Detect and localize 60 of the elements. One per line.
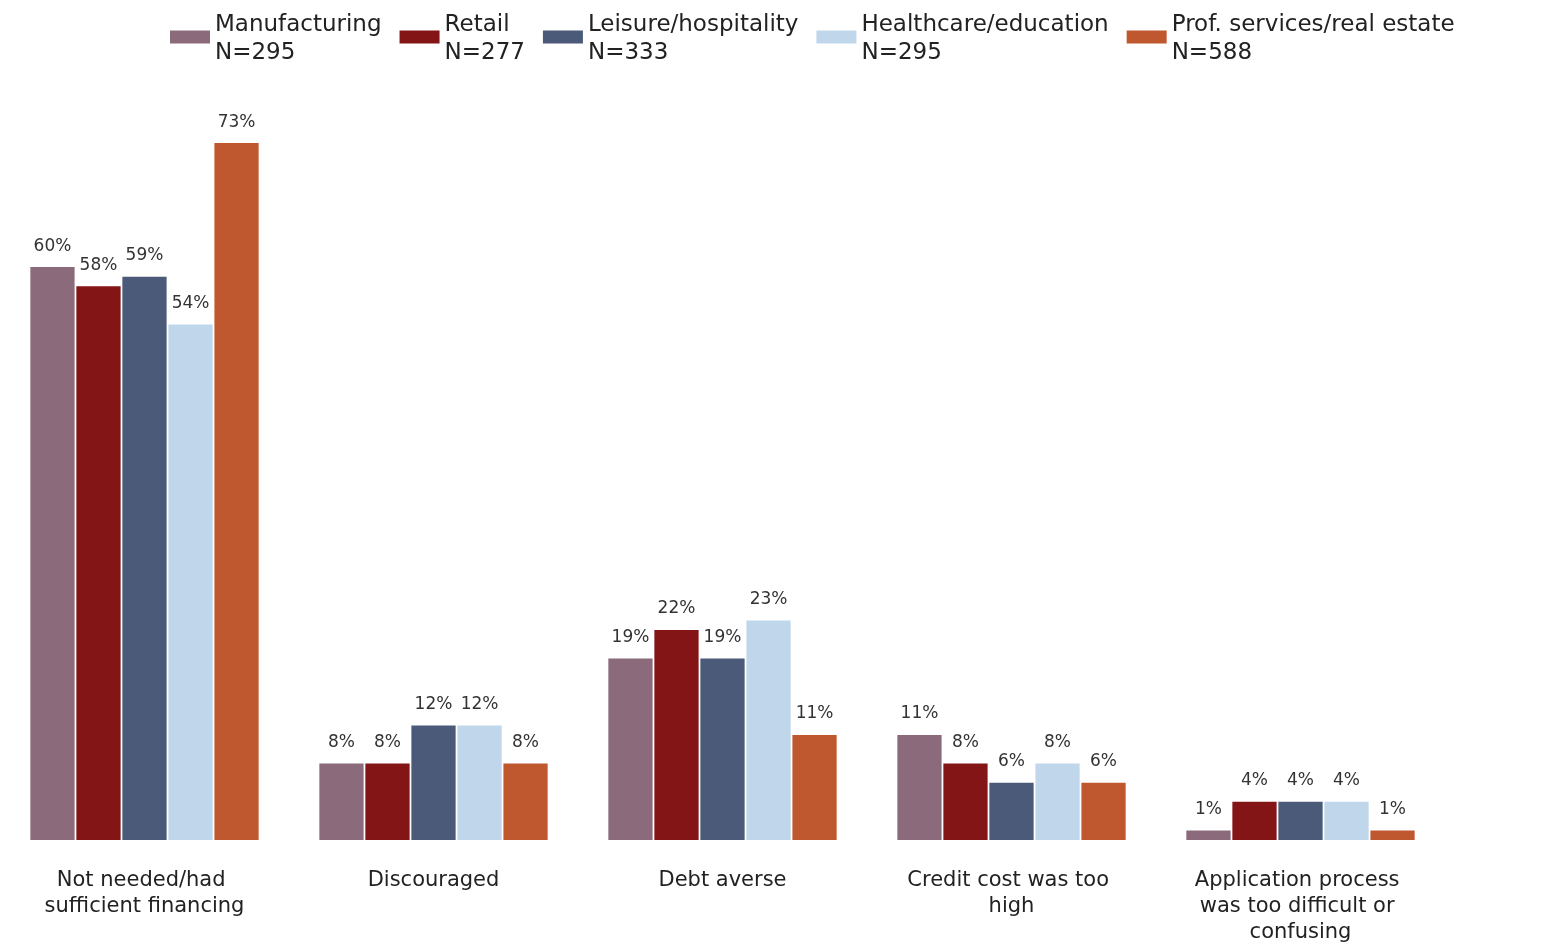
legend-label: Leisure/hospitality N=333 xyxy=(587,10,799,64)
legend-label: Manufacturing N=295 xyxy=(215,10,382,64)
bar xyxy=(457,725,502,840)
data-label: 58% xyxy=(79,253,118,274)
data-label: 8% xyxy=(951,731,979,752)
bar xyxy=(1278,801,1323,840)
bar xyxy=(319,763,364,840)
data-label: 12% xyxy=(460,692,499,713)
bar xyxy=(1081,782,1126,840)
bar xyxy=(1035,763,1080,840)
data-label: 8% xyxy=(1044,731,1072,752)
bar xyxy=(503,763,548,840)
bar xyxy=(76,286,121,840)
data-label: 60% xyxy=(33,234,72,255)
x-tick-label: Discouraged xyxy=(367,867,500,891)
data-label: 4% xyxy=(1240,769,1268,790)
x-tick-label: Debt averse xyxy=(658,867,787,891)
legend-label: Retail N=277 xyxy=(444,10,525,64)
data-label: 19% xyxy=(703,626,742,647)
data-label: 6% xyxy=(998,750,1025,771)
bar xyxy=(608,658,653,840)
bar xyxy=(897,734,942,840)
data-label: 8% xyxy=(327,731,355,752)
data-label: 1% xyxy=(1194,797,1222,818)
legend-label: Healthcare/education N=295 xyxy=(861,10,1109,64)
data-label: 22% xyxy=(657,597,696,618)
data-label: 4% xyxy=(1333,769,1361,790)
data-label: 8% xyxy=(512,731,540,752)
bar xyxy=(365,763,410,840)
data-label: 12% xyxy=(414,692,453,713)
bar xyxy=(214,143,259,840)
data-label: 54% xyxy=(171,291,210,312)
x-tick-label: Credit cost was too high xyxy=(907,867,1116,917)
bar xyxy=(989,782,1034,840)
data-label: 19% xyxy=(611,626,650,647)
bar xyxy=(654,629,699,840)
bar xyxy=(122,276,167,840)
bar xyxy=(943,763,988,840)
bar xyxy=(746,620,791,840)
bar xyxy=(1186,830,1231,840)
data-label: 59% xyxy=(125,244,164,265)
data-label: 11% xyxy=(795,702,834,723)
bar xyxy=(792,734,837,840)
bar xyxy=(168,324,213,840)
data-label: 1% xyxy=(1379,797,1407,818)
bar xyxy=(1232,801,1277,840)
bar xyxy=(700,658,745,840)
bar xyxy=(1324,801,1369,840)
data-label: 11% xyxy=(900,702,939,723)
data-label: 8% xyxy=(373,731,401,752)
data-label: 73% xyxy=(217,110,256,131)
data-label: 6% xyxy=(1090,750,1118,771)
x-tick-label: Not needed/had sufficient financing xyxy=(44,867,245,917)
bar xyxy=(1370,830,1415,840)
x-tick-label: Application process was too difficult or confusing xyxy=(1194,867,1407,943)
legend-label: Prof. services/real estate N=588 xyxy=(1171,10,1455,64)
bar xyxy=(30,267,75,840)
bar xyxy=(411,725,456,840)
data-label: 23% xyxy=(749,587,788,608)
data-label: 4% xyxy=(1287,769,1314,790)
